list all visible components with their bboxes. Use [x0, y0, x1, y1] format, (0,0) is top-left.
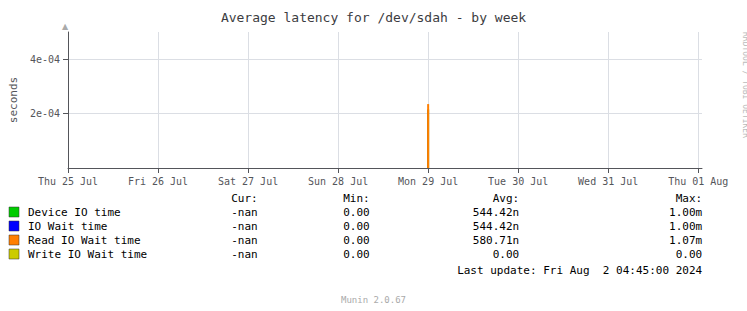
svg-text:Fri 26 Jul: Fri 26 Jul — [128, 176, 188, 187]
svg-text:544.42n: 544.42n — [473, 220, 519, 233]
svg-text:Min:: Min: — [343, 192, 370, 205]
svg-text:Mon 29 Jul: Mon 29 Jul — [398, 176, 458, 187]
svg-text:0.00: 0.00 — [676, 248, 703, 261]
svg-text:Thu 01 Aug: Thu 01 Aug — [668, 176, 728, 187]
svg-text:Device IO time: Device IO time — [28, 206, 121, 219]
svg-text:1.07m: 1.07m — [669, 234, 702, 247]
svg-text:1.00m: 1.00m — [669, 206, 702, 219]
svg-text:0.00: 0.00 — [343, 220, 370, 233]
svg-text:-nan: -nan — [231, 248, 258, 261]
svg-text:0.00: 0.00 — [343, 234, 370, 247]
svg-text:580.71n: 580.71n — [473, 234, 519, 247]
svg-text:Munin 2.0.67: Munin 2.0.67 — [341, 295, 406, 305]
svg-text:Thu 25 Jul: Thu 25 Jul — [38, 176, 98, 187]
svg-text:Sun 28 Jul: Sun 28 Jul — [308, 176, 368, 187]
svg-text:0.00: 0.00 — [343, 206, 370, 219]
svg-text:-nan: -nan — [231, 234, 258, 247]
svg-text:Sat 27 Jul: Sat 27 Jul — [218, 176, 278, 187]
svg-text:1.00m: 1.00m — [669, 220, 702, 233]
svg-text:Last update: Fri Aug 2 04:45:: Last update: Fri Aug 2 04:45:00 2024 — [457, 264, 702, 277]
svg-text:0.00: 0.00 — [343, 248, 370, 261]
svg-text:0.00: 0.00 — [493, 248, 520, 261]
svg-text:-nan: -nan — [231, 206, 258, 219]
svg-text:Average latency for /dev/sdah: Average latency for /dev/sdah - by week — [221, 10, 526, 25]
svg-text:RRDTOOL / TOBI OETIKER: RRDTOOL / TOBI OETIKER — [741, 32, 747, 138]
svg-text:Tue 30 Jul: Tue 30 Jul — [488, 176, 548, 187]
svg-text:4e-04: 4e-04 — [30, 54, 60, 65]
svg-text:seconds: seconds — [7, 77, 20, 123]
svg-text:-nan: -nan — [231, 220, 258, 233]
svg-text:Cur:: Cur: — [231, 192, 258, 205]
svg-text:Write IO Wait time: Write IO Wait time — [28, 248, 147, 261]
svg-text:Wed 31 Jul: Wed 31 Jul — [578, 176, 638, 187]
svg-text:IO Wait time: IO Wait time — [28, 220, 107, 233]
svg-text:▲: ▲ — [62, 22, 69, 31]
svg-text:Max:: Max: — [676, 192, 703, 205]
svg-text:544.42n: 544.42n — [473, 206, 519, 219]
svg-text:2e-04: 2e-04 — [30, 108, 60, 119]
svg-text:Read IO Wait time: Read IO Wait time — [28, 234, 141, 247]
svg-text:Avg:: Avg: — [493, 192, 520, 205]
